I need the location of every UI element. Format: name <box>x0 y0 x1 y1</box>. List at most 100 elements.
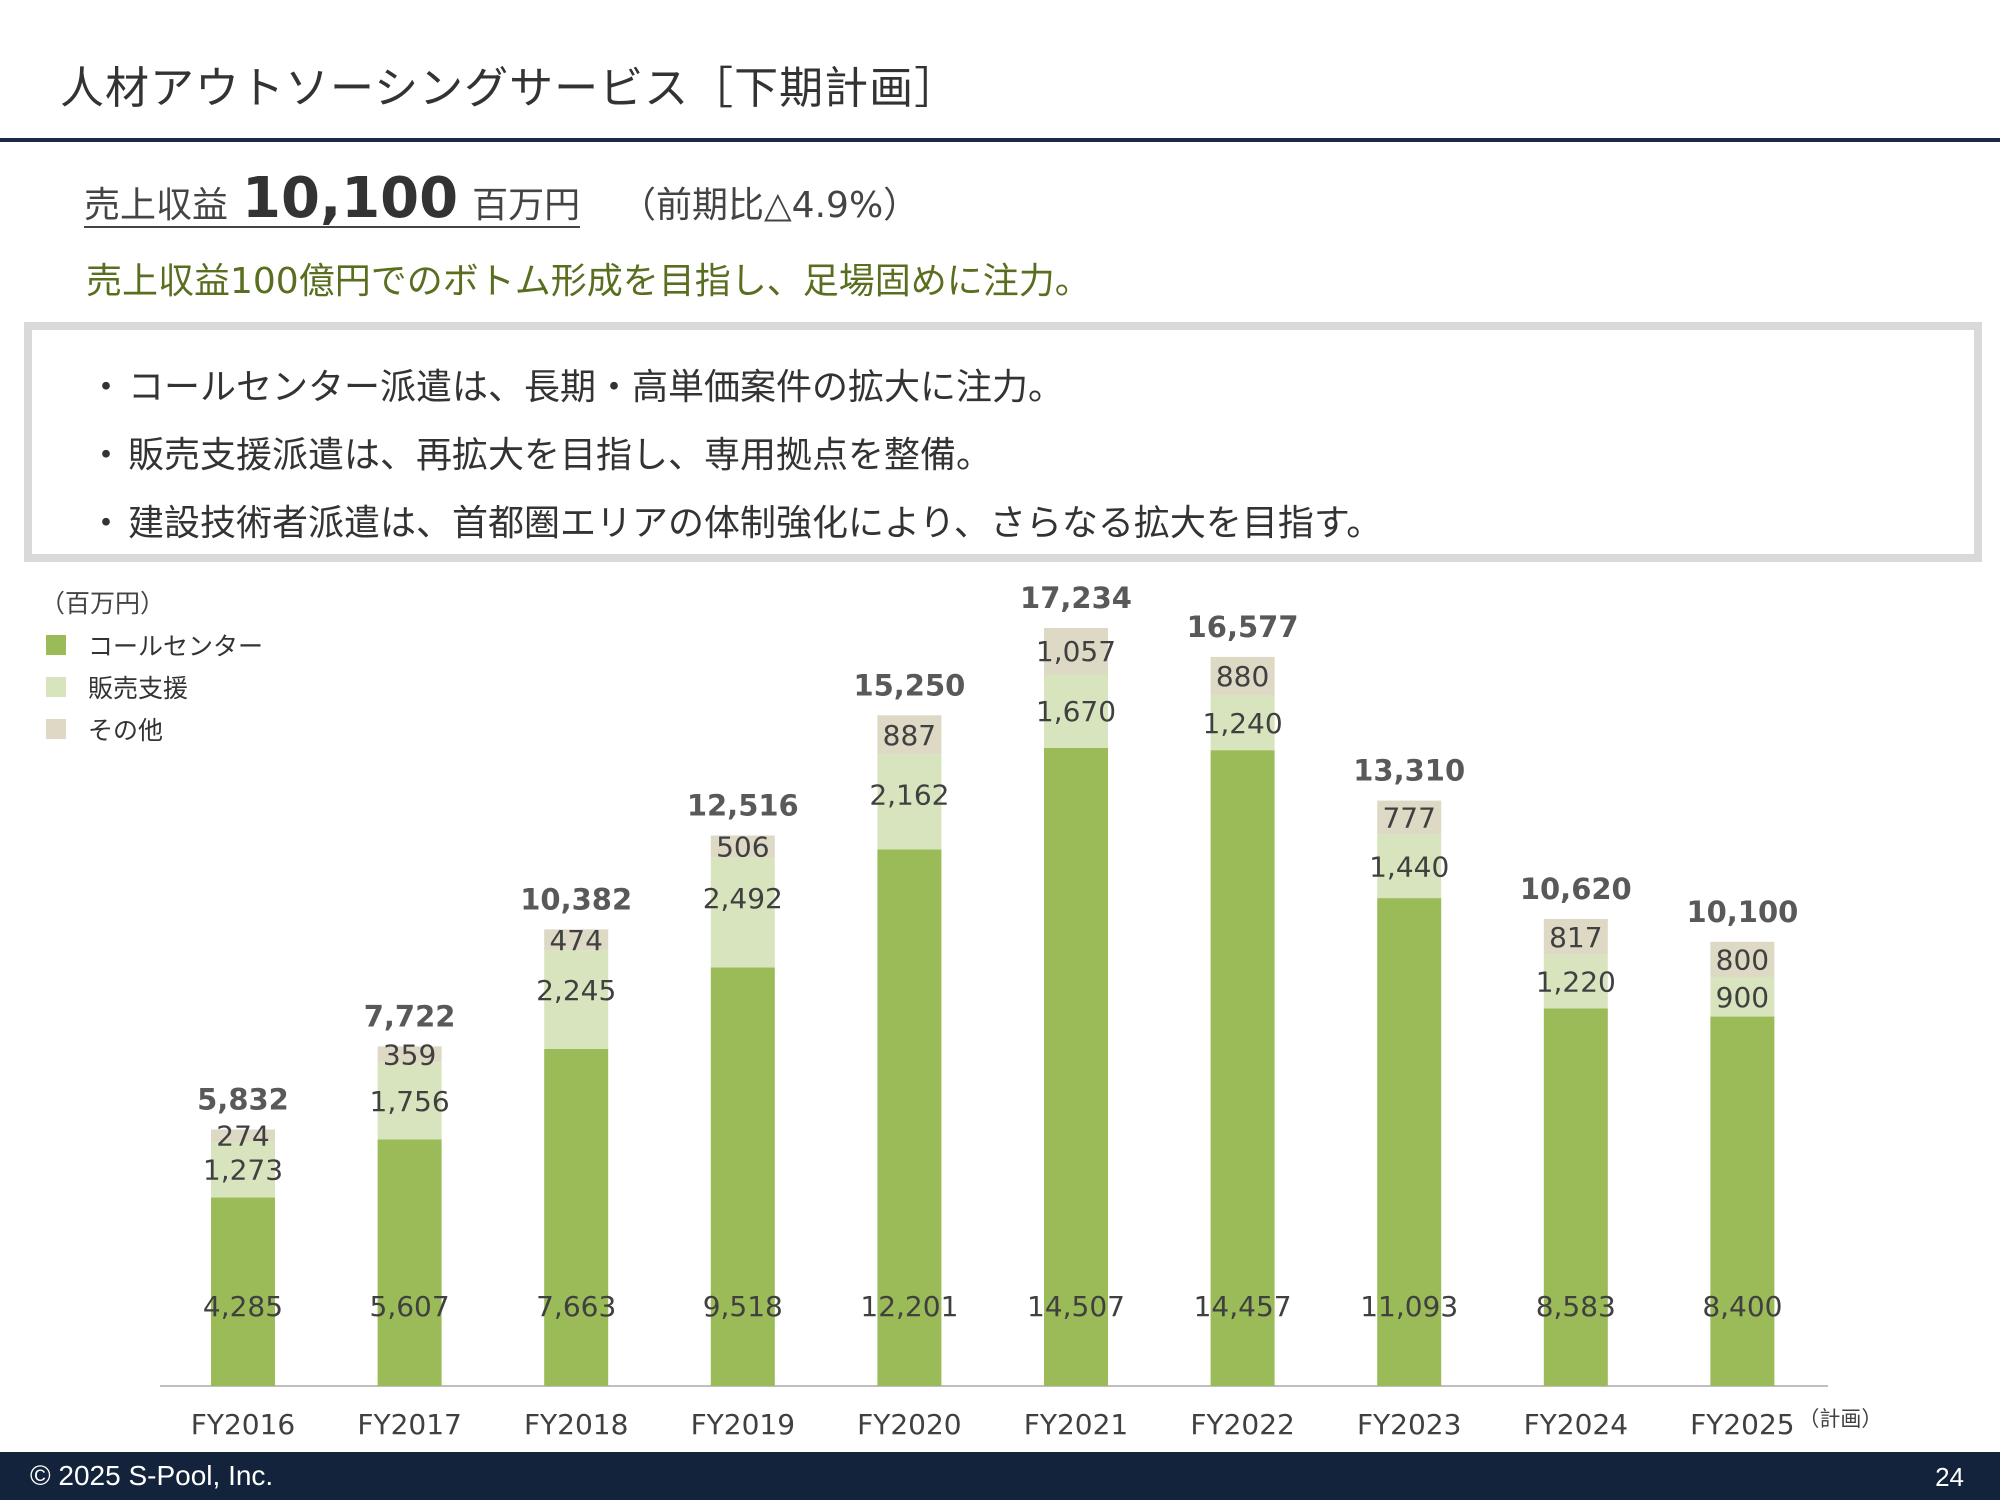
data-label-call-center-fy2021: 14,507 <box>1027 1290 1125 1323</box>
legend-swatch-sales-support <box>46 677 66 697</box>
data-label-other-fy2022: 880 <box>1216 660 1269 693</box>
x-tick-label-fy2019: FY2019 <box>691 1408 795 1440</box>
bullet-sales-support: 販売支援派遣は、再拡大を目指し、専用拠点を整備。 <box>88 426 992 478</box>
bar-other-fy2022 <box>1210 656 1275 696</box>
revenue-value: 10,100 <box>242 166 459 231</box>
bar-other-fy2016 <box>211 1129 275 1142</box>
total-label-fy2022: 16,577 <box>1187 610 1299 644</box>
bar-other-fy2021 <box>1044 628 1108 675</box>
data-label-other-fy2023: 777 <box>1382 802 1435 835</box>
strategy-subline: 売上収益100億円でのボトム形成を目指し、足場固めに注力。 <box>86 261 1091 302</box>
bar-call-center-fy2016 <box>211 1197 275 1386</box>
copyright-text: © 2025 S-Pool, Inc. <box>30 1460 274 1491</box>
data-label-other-fy2024: 817 <box>1549 921 1602 954</box>
title-divider <box>0 138 2000 142</box>
revenue-headline: 売上収益 10,100 百万円 <box>84 166 581 231</box>
revenue-change-note: （前期比△4.9%） <box>620 185 920 226</box>
plan-note-label: （計画） <box>1798 1407 1882 1431</box>
bullet-construction: 建設技術者派遣は、首都圏エリアの体制強化により、さらなる拡大を目指す。 <box>88 494 1382 546</box>
data-label-call-center-fy2016: 4,285 <box>203 1290 283 1323</box>
bar-sales-support-fy2025 <box>1710 976 1775 1017</box>
data-label-other-fy2021: 1,057 <box>1036 635 1116 668</box>
legend-label-other: その他 <box>88 716 164 745</box>
total-label-fy2021: 17,234 <box>1020 581 1132 615</box>
bar-call-center-fy2018 <box>544 1048 609 1386</box>
bar-sales-support-fy2019 <box>710 857 775 968</box>
page-number: 24 <box>1935 1462 1964 1492</box>
x-tick-label-fy2021: FY2021 <box>1024 1408 1128 1440</box>
data-label-sales-support-fy2023: 1,440 <box>1369 850 1449 883</box>
chart-unit-label: （百万円） <box>40 589 166 618</box>
x-tick-label-fy2025: FY2025 <box>1690 1408 1794 1440</box>
data-label-sales-support-fy2017: 1,756 <box>370 1085 450 1118</box>
bar-sales-support-fy2018 <box>544 950 609 1049</box>
page-title: 人材アウトソーシングサービス［下期計画］ <box>60 63 960 114</box>
data-label-other-fy2020: 887 <box>883 719 936 752</box>
total-label-fy2020: 15,250 <box>853 668 965 702</box>
data-label-call-center-fy2023: 11,093 <box>1360 1290 1458 1323</box>
bar-other-fy2019 <box>710 835 775 858</box>
bar-sales-support-fy2016 <box>211 1141 275 1198</box>
legend-item-other: その他 <box>46 708 263 750</box>
data-label-other-fy2019: 506 <box>716 831 769 864</box>
data-label-sales-support-fy2022: 1,240 <box>1203 707 1283 740</box>
bar-call-center-fy2020 <box>877 849 942 1386</box>
bar-sales-support-fy2023 <box>1377 834 1442 899</box>
data-label-call-center-fy2025: 8,400 <box>1702 1290 1782 1323</box>
data-label-sales-support-fy2021: 1,670 <box>1036 695 1116 728</box>
legend-item-call-center: コールセンター <box>46 624 263 666</box>
data-label-call-center-fy2019: 9,518 <box>703 1290 783 1323</box>
total-label-fy2023: 13,310 <box>1353 754 1465 788</box>
revenue-label: 売上収益 <box>84 185 229 226</box>
bar-sales-support-fy2021 <box>1044 674 1108 748</box>
legend-label-sales-support: 販売支援 <box>88 674 189 703</box>
x-tick-label-fy2017: FY2017 <box>357 1408 461 1440</box>
bar-call-center-fy2024 <box>1543 1008 1608 1386</box>
bar-call-center-fy2019 <box>710 967 775 1386</box>
data-label-sales-support-fy2025: 900 <box>1716 981 1769 1014</box>
data-label-sales-support-fy2016: 1,273 <box>203 1154 283 1187</box>
bar-sales-support-fy2022 <box>1210 695 1275 751</box>
chart-legend: コールセンター 販売支援 その他 <box>46 624 263 750</box>
bullet-box: コールセンター派遣は、長期・高単価案件の拡大に注力。 販売支援派遣は、再拡大を目… <box>24 322 1982 562</box>
data-label-call-center-fy2022: 14,457 <box>1194 1290 1292 1323</box>
total-label-fy2016: 5,832 <box>197 1082 289 1116</box>
bar-sales-support-fy2020 <box>877 754 942 850</box>
total-label-fy2024: 10,620 <box>1520 872 1632 906</box>
data-label-other-fy2018: 474 <box>549 924 602 957</box>
x-tick-label-fy2023: FY2023 <box>1357 1408 1461 1440</box>
bar-other-fy2025 <box>1710 941 1775 977</box>
footer: © 2025 S-Pool, Inc. 24 <box>0 1452 2000 1500</box>
x-tick-label-fy2024: FY2024 <box>1524 1408 1628 1440</box>
data-label-sales-support-fy2024: 1,220 <box>1536 966 1616 999</box>
total-label-fy2017: 7,722 <box>364 999 456 1033</box>
legend-item-sales-support: 販売支援 <box>46 666 263 708</box>
data-label-other-fy2025: 800 <box>1716 943 1769 976</box>
data-label-call-center-fy2017: 5,607 <box>370 1290 450 1323</box>
bar-other-fy2020 <box>877 715 942 755</box>
bar-call-center-fy2017 <box>377 1139 442 1386</box>
bar-sales-support-fy2017 <box>377 1062 442 1140</box>
bullet-call-center: コールセンター派遣は、長期・高単価案件の拡大に注力。 <box>88 358 1064 410</box>
bar-call-center-fy2025 <box>1710 1016 1775 1386</box>
data-label-sales-support-fy2020: 2,162 <box>869 778 949 811</box>
data-label-other-fy2017: 359 <box>383 1038 436 1071</box>
data-label-call-center-fy2018: 7,663 <box>536 1290 616 1323</box>
x-tick-label-fy2016: FY2016 <box>191 1408 295 1440</box>
x-tick-label-fy2020: FY2020 <box>857 1408 961 1440</box>
data-label-sales-support-fy2018: 2,245 <box>536 974 616 1007</box>
bar-call-center-fy2023 <box>1377 898 1442 1386</box>
bar-other-fy2023 <box>1377 800 1442 835</box>
bar-other-fy2024 <box>1543 918 1608 955</box>
bar-call-center-fy2022 <box>1210 750 1275 1386</box>
legend-label-call-center: コールセンター <box>88 632 264 661</box>
total-label-fy2019: 12,516 <box>687 789 799 823</box>
bar-call-center-fy2021 <box>1044 747 1108 1386</box>
legend-swatch-call-center <box>46 635 66 655</box>
data-label-call-center-fy2024: 8,583 <box>1536 1290 1616 1323</box>
revenue-unit: 百万円 <box>472 185 581 226</box>
legend-swatch-other <box>46 719 66 739</box>
total-label-fy2018: 10,382 <box>520 882 632 916</box>
bar-sales-support-fy2024 <box>1543 954 1608 1009</box>
